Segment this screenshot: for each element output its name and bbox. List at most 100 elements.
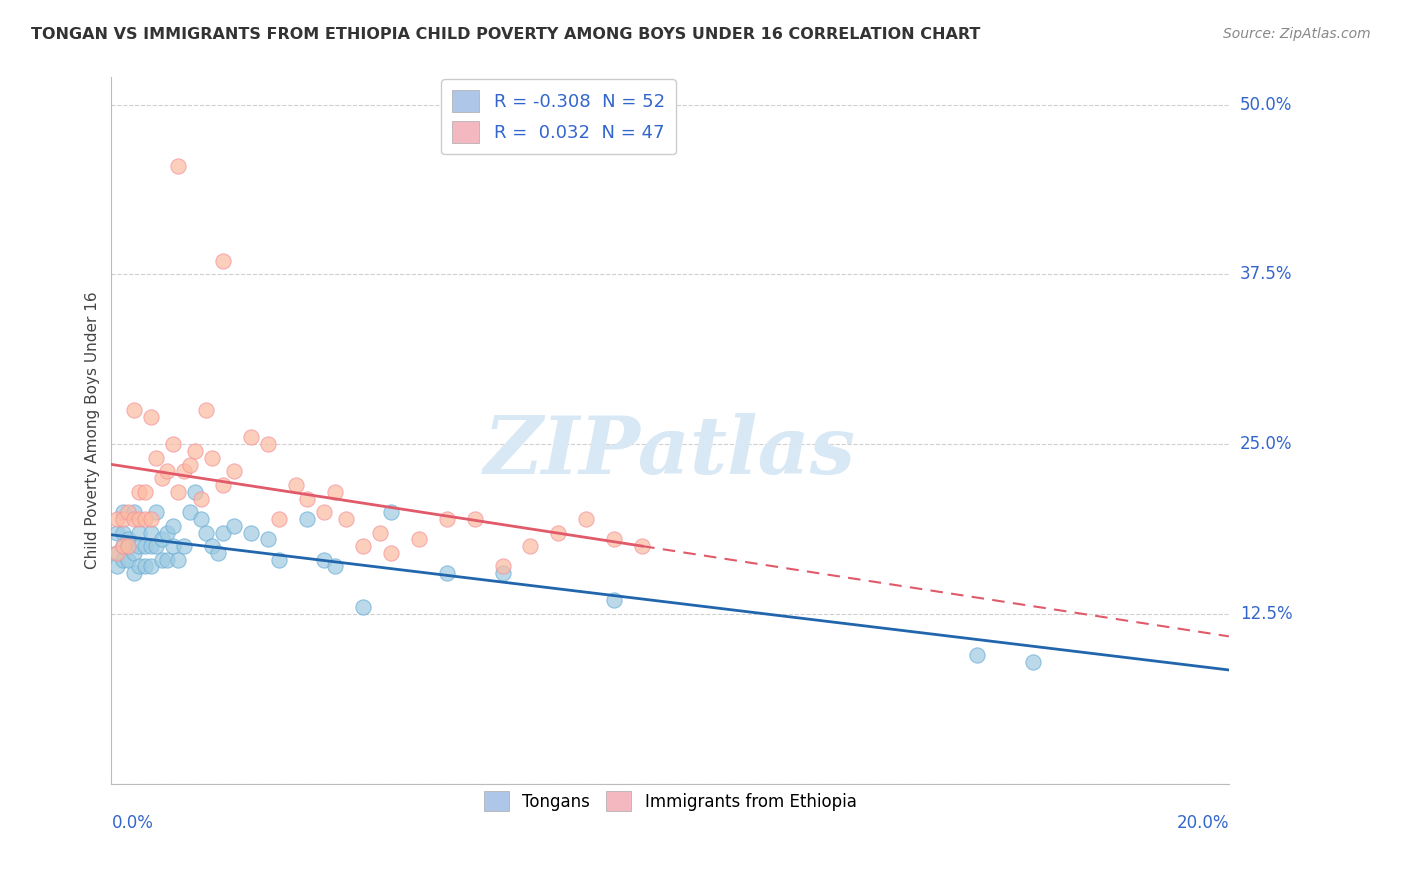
- Point: [150, 533, 173, 547]
- Point: [162, 437, 184, 451]
- Point: [312, 552, 335, 566]
- Point: [111, 552, 134, 566]
- Point: [145, 450, 167, 465]
- Point: [195, 525, 218, 540]
- Point: [436, 512, 458, 526]
- Point: [122, 505, 145, 519]
- Point: [212, 253, 235, 268]
- Point: [368, 525, 391, 540]
- Point: [547, 525, 569, 540]
- Point: [117, 539, 139, 553]
- Point: [224, 464, 246, 478]
- Point: [173, 464, 195, 478]
- Point: [201, 539, 224, 553]
- Point: [603, 533, 626, 547]
- Text: 37.5%: 37.5%: [1240, 266, 1292, 284]
- Point: [128, 525, 150, 540]
- Text: 25.0%: 25.0%: [1240, 435, 1292, 453]
- Point: [105, 525, 128, 540]
- Point: [491, 566, 513, 581]
- Point: [184, 484, 207, 499]
- Point: [139, 512, 162, 526]
- Point: [179, 458, 201, 472]
- Point: [195, 403, 218, 417]
- Point: [380, 546, 402, 560]
- Point: [156, 525, 179, 540]
- Text: 20.0%: 20.0%: [1177, 814, 1229, 832]
- Point: [224, 518, 246, 533]
- Point: [240, 525, 263, 540]
- Point: [184, 444, 207, 458]
- Text: ZIPatlas: ZIPatlas: [484, 413, 856, 491]
- Point: [267, 552, 290, 566]
- Point: [335, 512, 357, 526]
- Text: Source: ZipAtlas.com: Source: ZipAtlas.com: [1223, 27, 1371, 41]
- Point: [519, 539, 541, 553]
- Point: [295, 491, 318, 506]
- Point: [122, 546, 145, 560]
- Point: [267, 512, 290, 526]
- Point: [162, 518, 184, 533]
- Point: [128, 484, 150, 499]
- Point: [139, 410, 162, 425]
- Point: [352, 600, 374, 615]
- Point: [167, 552, 190, 566]
- Point: [207, 546, 229, 560]
- Point: [117, 552, 139, 566]
- Point: [111, 512, 134, 526]
- Point: [190, 491, 212, 506]
- Text: TONGAN VS IMMIGRANTS FROM ETHIOPIA CHILD POVERTY AMONG BOYS UNDER 16 CORRELATION: TONGAN VS IMMIGRANTS FROM ETHIOPIA CHILD…: [31, 27, 980, 42]
- Point: [436, 566, 458, 581]
- Point: [111, 505, 134, 519]
- Point: [575, 512, 598, 526]
- Text: 12.5%: 12.5%: [1240, 605, 1292, 623]
- Point: [128, 559, 150, 574]
- Point: [145, 539, 167, 553]
- Point: [117, 533, 139, 547]
- Point: [128, 512, 150, 526]
- Point: [257, 437, 280, 451]
- Point: [117, 539, 139, 553]
- Point: [190, 512, 212, 526]
- Point: [139, 525, 162, 540]
- Point: [212, 525, 235, 540]
- Point: [128, 539, 150, 553]
- Point: [323, 559, 346, 574]
- Point: [150, 552, 173, 566]
- Point: [212, 478, 235, 492]
- Point: [111, 525, 134, 540]
- Point: [295, 512, 318, 526]
- Point: [380, 505, 402, 519]
- Point: [179, 505, 201, 519]
- Point: [105, 546, 128, 560]
- Y-axis label: Child Poverty Among Boys Under 16: Child Poverty Among Boys Under 16: [86, 292, 100, 569]
- Point: [156, 464, 179, 478]
- Point: [111, 539, 134, 553]
- Point: [145, 505, 167, 519]
- Point: [156, 552, 179, 566]
- Point: [464, 512, 486, 526]
- Point: [122, 566, 145, 581]
- Point: [139, 559, 162, 574]
- Text: 0.0%: 0.0%: [111, 814, 153, 832]
- Point: [491, 559, 513, 574]
- Point: [134, 559, 156, 574]
- Point: [312, 505, 335, 519]
- Point: [122, 512, 145, 526]
- Point: [173, 539, 195, 553]
- Point: [167, 484, 190, 499]
- Point: [134, 539, 156, 553]
- Point: [603, 593, 626, 607]
- Point: [134, 512, 156, 526]
- Point: [162, 539, 184, 553]
- Legend: Tongans, Immigrants from Ethiopia: Tongans, Immigrants from Ethiopia: [477, 784, 863, 818]
- Text: 50.0%: 50.0%: [1240, 95, 1292, 113]
- Point: [1022, 655, 1045, 669]
- Point: [352, 539, 374, 553]
- Point: [117, 505, 139, 519]
- Point: [966, 648, 988, 662]
- Point: [150, 471, 173, 485]
- Point: [105, 559, 128, 574]
- Point: [631, 539, 654, 553]
- Point: [134, 484, 156, 499]
